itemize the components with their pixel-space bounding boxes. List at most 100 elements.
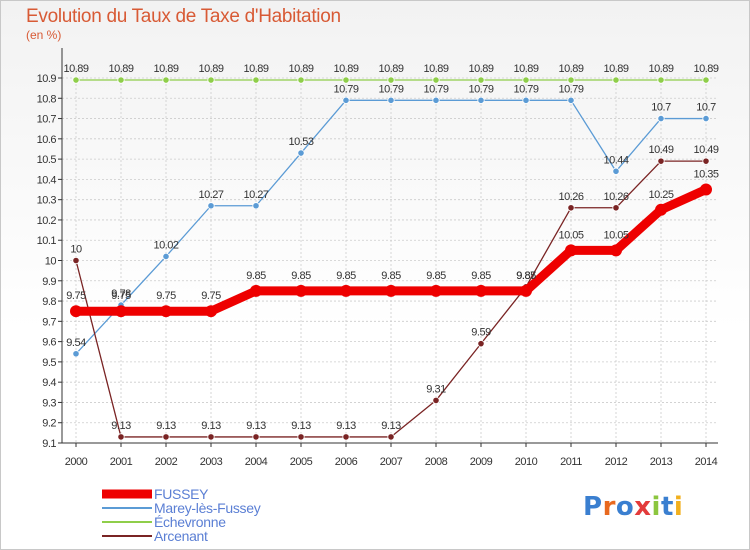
data-label-fussey: 9.75 — [111, 290, 131, 302]
data-point-echevronne — [477, 76, 485, 84]
data-label-echevronne: 10.89 — [198, 63, 223, 75]
data-point-marey-les-fussey — [477, 96, 485, 104]
data-label-echevronne: 10.89 — [63, 63, 88, 75]
data-label-echevronne: 10.89 — [153, 63, 178, 75]
data-label-marey-les-fussey: 9.54 — [66, 337, 86, 349]
y-tick-label: 9.3 — [42, 397, 56, 409]
chart-title: Evolution du Taux de Taxe d'Habitation — [26, 6, 341, 27]
y-tick-label: 10.2 — [37, 215, 57, 227]
data-point-fussey — [520, 284, 532, 297]
data-label-fussey: 10.05 — [603, 229, 628, 241]
data-point-marey-les-fussey — [387, 96, 395, 104]
data-label-fussey: 10.25 — [648, 189, 673, 201]
data-point-arcenant — [702, 157, 710, 165]
data-label-fussey: 9.85 — [336, 270, 356, 282]
y-tick-label: 10.8 — [37, 93, 57, 105]
data-label-marey-les-fussey: 10.79 — [378, 83, 403, 95]
data-label-marey-les-fussey: 10.79 — [423, 83, 448, 95]
data-point-fussey — [475, 284, 487, 297]
x-tick-label: 2008 — [425, 456, 448, 468]
data-point-arcenant — [567, 204, 575, 212]
data-label-fussey: 9.75 — [66, 290, 86, 302]
x-tick-label: 2003 — [200, 456, 223, 468]
data-label-arcenant: 9.13 — [381, 420, 401, 432]
data-point-arcenant — [162, 433, 170, 441]
data-label-arcenant: 9.31 — [426, 383, 446, 395]
grid — [62, 68, 718, 444]
data-point-marey-les-fussey — [567, 96, 575, 104]
data-label-arcenant: 10.49 — [648, 144, 673, 156]
data-label-fussey: 9.85 — [471, 270, 491, 282]
y-tick-label: 9.9 — [42, 276, 56, 288]
data-point-fussey — [70, 305, 82, 318]
data-label-fussey: 9.85 — [516, 270, 536, 282]
logo-letter: x — [634, 492, 652, 522]
data-point-fussey — [250, 284, 262, 297]
data-label-echevronne: 10.89 — [693, 63, 718, 75]
data-point-arcenant — [432, 396, 440, 405]
data-label-arcenant: 9.13 — [336, 420, 356, 432]
data-label-arcenant: 9.13 — [156, 420, 176, 432]
y-tick-label: 9.6 — [42, 337, 56, 349]
data-point-marey-les-fussey — [72, 350, 80, 358]
data-label-arcenant: 10.26 — [603, 191, 628, 203]
logo-letter: t — [660, 492, 674, 522]
data-point-fussey — [160, 305, 172, 318]
data-point-fussey — [565, 244, 577, 257]
data-point-arcenant — [387, 433, 395, 441]
y-tick-label: 9.7 — [42, 316, 56, 328]
data-label-arcenant: 9.13 — [246, 420, 266, 432]
data-point-marey-les-fussey — [162, 252, 170, 261]
legend-label-marey-les-fussey: Marey-lès-Fussey — [154, 500, 261, 516]
data-point-fussey — [430, 284, 442, 297]
data-label-arcenant: 10.26 — [558, 191, 583, 203]
data-label-marey-les-fussey: 9.78 — [111, 288, 131, 300]
data-point-fussey — [295, 284, 307, 297]
y-tick-label: 10.5 — [37, 154, 57, 166]
data-point-arcenant — [207, 433, 215, 441]
data-label-fussey: 9.75 — [156, 290, 176, 302]
data-label-echevronne: 10.89 — [603, 63, 628, 75]
data-label-fussey: 9.85 — [246, 270, 266, 282]
y-tick-label: 10.9 — [37, 73, 57, 85]
data-point-echevronne — [117, 76, 125, 84]
y-tick-label: 9.4 — [42, 377, 56, 389]
y-tick-label: 10 — [45, 256, 57, 268]
data-label-fussey: 10.35 — [693, 169, 718, 181]
x-tick-label: 2014 — [695, 456, 718, 468]
data-point-arcenant — [297, 433, 305, 441]
data-point-arcenant — [252, 433, 260, 441]
y-tick-label: 10.1 — [37, 235, 57, 247]
proxiti-logo: Proxiti — [583, 492, 683, 522]
data-label-arcenant: 10.49 — [693, 144, 718, 156]
data-point-arcenant — [612, 204, 620, 212]
y-tick-label: 9.1 — [42, 438, 56, 450]
x-tick-label: 2012 — [605, 456, 628, 468]
data-label-marey-les-fussey: 10.27 — [198, 189, 223, 201]
data-label-arcenant: 10 — [70, 244, 82, 256]
data-label-marey-les-fussey: 10.27 — [243, 189, 268, 201]
data-point-echevronne — [612, 76, 620, 84]
data-point-echevronne — [297, 76, 305, 84]
x-tick-label: 2005 — [290, 456, 313, 468]
data-point-marey-les-fussey — [612, 167, 620, 175]
axes: 9.1 9.2 9.3 9.4 9.5 9.6 9.7 9.8 9.9 10 10.1 10.2 10.… — [37, 48, 718, 468]
data-label-arcenant: 9.13 — [291, 420, 311, 432]
data-point-echevronne — [207, 76, 215, 84]
data-label-echevronne: 10.89 — [108, 63, 133, 75]
y-tick-label: 9.8 — [42, 296, 56, 308]
data-point-fussey — [205, 305, 217, 318]
data-point-fussey — [340, 284, 352, 297]
x-tick-label: 2001 — [110, 456, 133, 468]
data-label-echevronne: 10.89 — [468, 63, 493, 75]
chart-subtitle: (en %) — [26, 28, 62, 42]
data-point-echevronne — [162, 76, 170, 84]
data-point-arcenant — [117, 433, 125, 441]
x-tick-label: 2004 — [245, 456, 268, 468]
data-label-echevronne: 10.89 — [243, 63, 268, 75]
data-point-echevronne — [72, 76, 80, 84]
data-label-marey-les-fussey: 10.44 — [603, 154, 628, 166]
data-labels: 10.89 10.89 10.89 10.89 10.89 10.89 10.89 10.89… — [63, 63, 719, 432]
